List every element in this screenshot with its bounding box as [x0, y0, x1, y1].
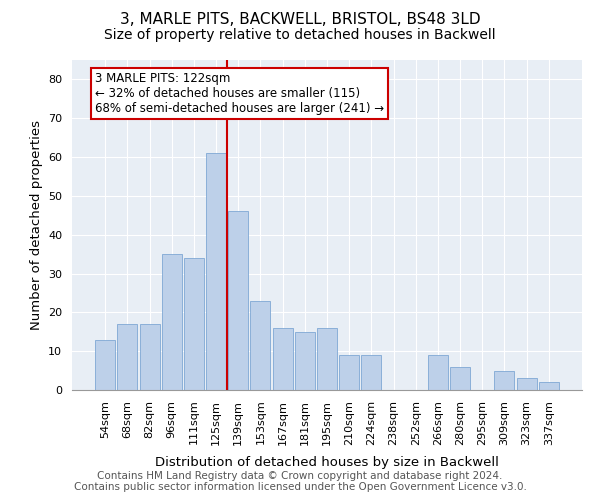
Bar [494, 370, 514, 390]
Bar [539, 382, 559, 390]
Y-axis label: Number of detached properties: Number of detached properties [29, 120, 43, 330]
Bar [250, 300, 271, 390]
Text: 3, MARLE PITS, BACKWELL, BRISTOL, BS48 3LD: 3, MARLE PITS, BACKWELL, BRISTOL, BS48 3… [119, 12, 481, 28]
Bar [184, 258, 204, 390]
Text: Size of property relative to detached houses in Backwell: Size of property relative to detached ho… [104, 28, 496, 42]
Bar [450, 366, 470, 390]
Bar [339, 355, 359, 390]
Bar [428, 355, 448, 390]
Bar [162, 254, 182, 390]
Text: Contains HM Land Registry data © Crown copyright and database right 2024.
Contai: Contains HM Land Registry data © Crown c… [74, 471, 526, 492]
Bar [295, 332, 315, 390]
Bar [228, 212, 248, 390]
Text: 3 MARLE PITS: 122sqm
← 32% of detached houses are smaller (115)
68% of semi-deta: 3 MARLE PITS: 122sqm ← 32% of detached h… [95, 72, 385, 114]
Bar [272, 328, 293, 390]
Bar [206, 153, 226, 390]
X-axis label: Distribution of detached houses by size in Backwell: Distribution of detached houses by size … [155, 456, 499, 469]
Bar [118, 324, 137, 390]
Bar [317, 328, 337, 390]
Bar [140, 324, 160, 390]
Bar [95, 340, 115, 390]
Bar [517, 378, 536, 390]
Bar [361, 355, 382, 390]
